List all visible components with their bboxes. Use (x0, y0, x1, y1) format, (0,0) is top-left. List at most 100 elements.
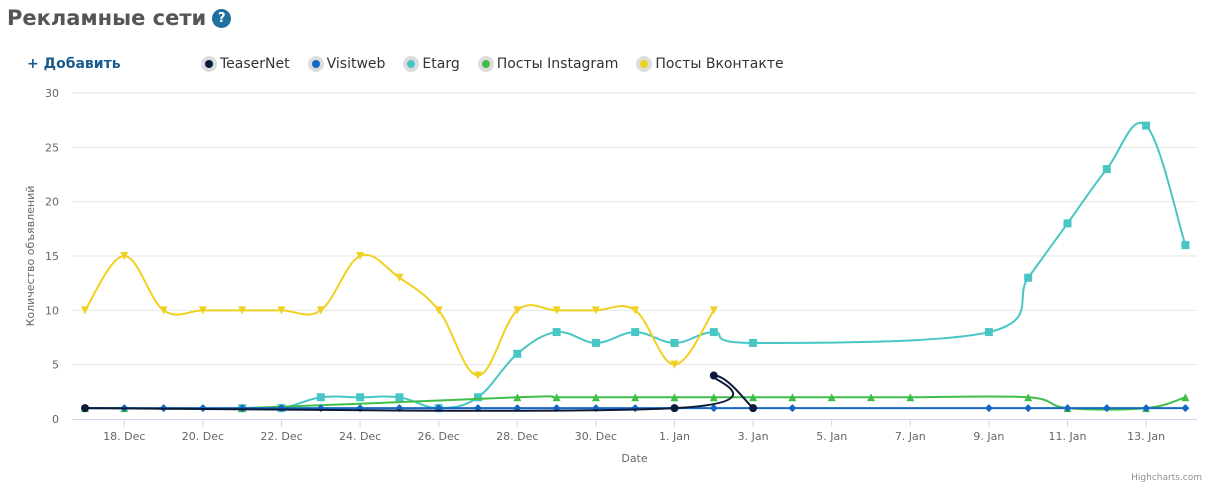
data-point (631, 306, 640, 315)
legend-label: Посты Instagram (496, 56, 619, 72)
data-point (1142, 404, 1151, 413)
legend-label: Etarg (422, 56, 460, 72)
data-point (670, 393, 679, 402)
data-point (1142, 121, 1151, 130)
add-network-button[interactable]: + Добавить (27, 56, 121, 72)
y-tick-label: 25 (45, 141, 59, 154)
data-point (1181, 404, 1190, 413)
data-point (788, 393, 797, 402)
data-point (1024, 404, 1033, 413)
x-tick-label: 20. Dec (182, 430, 224, 443)
data-point (591, 393, 600, 402)
legend-item-vkontakte[interactable]: Посты Вконтакте (636, 56, 784, 72)
data-point (81, 404, 89, 413)
series-visitweb (81, 404, 1190, 413)
legend-marker-icon (636, 56, 653, 72)
legend-marker-icon (477, 56, 494, 72)
series-посты-вконтакте (81, 252, 718, 380)
data-point (867, 393, 875, 402)
help-icon[interactable]: ? (212, 8, 232, 28)
data-point (198, 306, 207, 315)
data-point (395, 273, 404, 282)
data-point (552, 306, 561, 315)
data-point (749, 393, 758, 402)
legend-item-visitweb[interactable]: Visitweb (307, 56, 386, 72)
data-point (670, 338, 679, 347)
data-point (631, 328, 640, 337)
data-point (670, 404, 679, 413)
data-point (709, 371, 718, 380)
data-point (906, 393, 915, 402)
data-point (81, 306, 89, 315)
data-point (591, 306, 600, 315)
legend-label: TeaserNet (220, 56, 290, 72)
data-point (1102, 165, 1111, 174)
data-point (1181, 241, 1190, 250)
x-tick-label: 18. Dec (103, 430, 145, 443)
x-tick-label: 3. Jan (738, 430, 769, 443)
y-axis-title: Количество объявлений (24, 186, 37, 327)
page-title-text: Рекламные сети (7, 6, 207, 30)
series-line (84, 374, 754, 412)
data-point (434, 306, 443, 315)
data-point (474, 393, 482, 402)
data-point (1063, 404, 1072, 413)
data-point (552, 393, 561, 402)
data-point (513, 393, 522, 402)
x-tick-label: 26. Dec (418, 430, 460, 443)
legend-item-etarg[interactable]: Etarg (403, 56, 460, 72)
data-point (474, 371, 482, 380)
data-point (827, 393, 836, 402)
data-point (591, 338, 600, 347)
data-point (1063, 219, 1072, 228)
data-point (1102, 404, 1111, 413)
data-point (1024, 393, 1033, 402)
x-tick-label: 13. Jan (1127, 430, 1165, 443)
x-tick-label: 22. Dec (260, 430, 302, 443)
data-point (631, 404, 640, 413)
legend-label: Visitweb (326, 56, 386, 72)
data-point (238, 306, 247, 315)
data-point (120, 252, 129, 260)
data-point (709, 404, 718, 413)
series-line (84, 253, 715, 377)
data-point (159, 306, 168, 315)
data-point (670, 360, 679, 369)
data-point (552, 328, 561, 337)
data-point (356, 252, 365, 260)
x-tick-label: 5. Jan (816, 430, 847, 443)
x-tick-label: 9. Jan (973, 430, 1004, 443)
x-axis-title: Date (621, 452, 648, 465)
x-tick-label: 28. Dec (496, 430, 538, 443)
data-point (709, 306, 718, 315)
y-tick-label: 15 (45, 250, 59, 263)
x-tick-label: 30. Dec (575, 430, 617, 443)
y-tick-label: 0 (52, 413, 59, 426)
data-point (316, 393, 325, 402)
legend-item-teasernet[interactable]: TeaserNet (201, 56, 290, 72)
series-line (242, 122, 1187, 410)
x-tick-label: 24. Dec (339, 430, 381, 443)
data-point (395, 393, 404, 402)
legend-marker-icon (201, 56, 217, 72)
legend-label: Посты Вконтакте (655, 56, 784, 72)
series-teasernet (81, 371, 758, 413)
data-point (984, 404, 993, 413)
data-point (277, 306, 286, 315)
chart-legend: TeaserNet Visitweb Etarg Посты Instagram… (201, 56, 802, 72)
data-point (1024, 273, 1033, 282)
chart-credits[interactable]: Highcharts.com (1131, 473, 1202, 483)
data-point (513, 306, 522, 315)
legend-marker-icon (403, 56, 420, 72)
page-title: Рекламные сети ? (7, 6, 232, 30)
data-point (1181, 393, 1190, 402)
y-tick-label: 30 (45, 87, 59, 100)
y-tick-label: 10 (45, 304, 59, 317)
data-point (513, 349, 522, 358)
data-point (749, 338, 758, 347)
x-tick-label: 7. Jan (895, 430, 926, 443)
data-point (356, 393, 365, 402)
data-point (709, 328, 718, 337)
legend-item-instagram[interactable]: Посты Instagram (477, 56, 619, 72)
